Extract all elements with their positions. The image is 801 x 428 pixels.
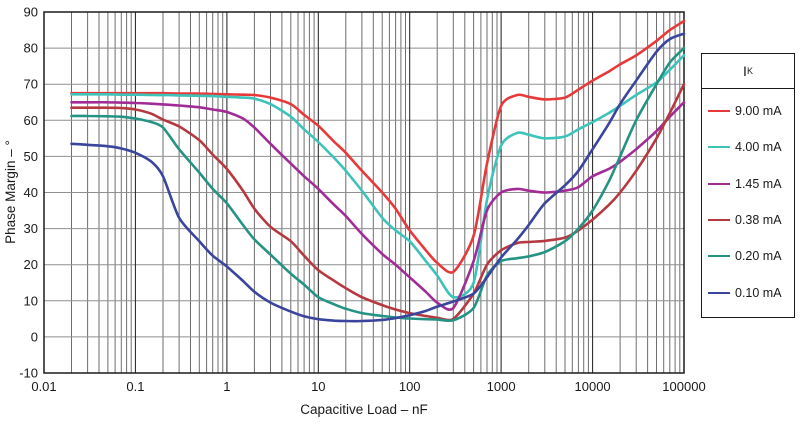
y-tick-label: 20 [24,257,38,272]
x-tick-label: 1 [223,379,230,394]
legend-line-swatch [708,219,730,222]
x-tick-label: 1000 [487,379,516,394]
y-tick-label: 40 [24,185,38,200]
curve-0-10-ma [70,32,686,323]
legend-title-subscript: K [746,66,753,76]
legend-title-symbol: I [743,63,747,79]
grid-lines [43,11,685,374]
x-tick-label: 100000 [662,379,705,394]
data-series-curves [70,19,686,323]
x-tick-label: 100 [399,379,421,394]
y-tick-label: 70 [24,77,38,92]
curve-0-38-ma [70,82,686,322]
curve-0-20-ma [70,46,686,323]
legend-items: 9.00 mA 4.00 mA 1.45 mA 0.38 mA 0.20 mA 0.10 … [702,89,794,317]
y-tick-label: -10 [19,366,38,381]
legend-item-label: 4.00 mA [735,140,782,155]
x-tick-label: 0.01 [31,379,56,394]
legend-item-label: 9.00 mA [735,104,782,119]
legend-item: 1.45 mA [708,177,788,191]
x-tick-label: 10 [311,379,325,394]
legend-item: 4.00 mA [708,140,788,154]
legend-item-label: 0.38 mA [735,213,782,228]
curve-4-00-ma [70,54,686,299]
y-tick-label: 50 [24,149,38,164]
y-tick-label: 0 [31,329,38,344]
legend-line-swatch [708,255,730,258]
x-tick-label: 10000 [575,379,611,394]
y-axis-title: Phase Margin – ° [3,140,18,244]
y-tick-label: 60 [24,113,38,128]
legend-item-label: 1.45 mA [735,176,782,191]
legend-item: 9.00 mA [708,104,788,118]
x-axis-title: Capacitive Load – nF [300,402,428,417]
y-tick-label: 80 [24,41,38,56]
legend-line-swatch [708,182,730,185]
legend-item: 0.20 mA [708,249,788,263]
curve-9-00-ma [70,19,686,274]
legend-item-label: 0.10 mA [735,285,782,300]
legend-line-swatch [708,110,730,113]
legend-line-swatch [708,146,730,149]
legend-item: 0.38 mA [708,213,788,227]
y-tick-label: 30 [24,221,38,236]
legend-item-label: 0.20 mA [735,249,782,264]
legend-line-swatch [708,291,730,294]
legend-item: 0.10 mA [708,286,788,300]
curve-1-45-ma [70,100,686,311]
x-tick-label: 0.1 [126,379,144,394]
y-tick-label: 10 [24,293,38,308]
y-tick-label: 90 [24,5,38,20]
